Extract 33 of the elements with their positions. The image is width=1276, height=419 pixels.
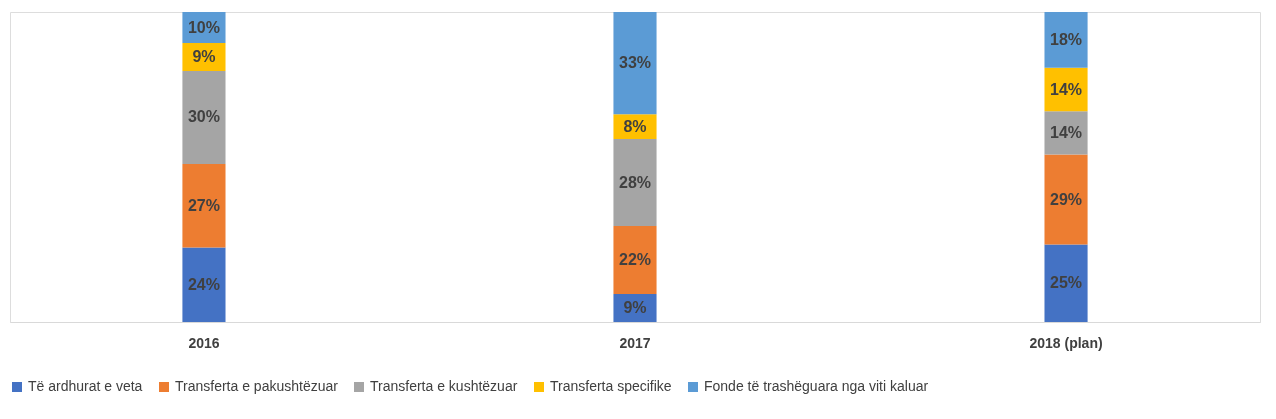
- legend-label: Të ardhurat e veta: [28, 378, 143, 394]
- x-tick-label: 2017: [619, 334, 651, 351]
- data-label: 18%: [1050, 30, 1083, 48]
- data-label: 25%: [1050, 274, 1083, 292]
- data-label: 14%: [1050, 80, 1083, 98]
- legend-label: Transferta e kushtëzuar: [370, 378, 518, 394]
- data-label: 27%: [187, 196, 220, 214]
- bar: [1044, 12, 1088, 68]
- data-label: 9%: [623, 299, 647, 317]
- x-tick-label: 2018 (plan): [1029, 334, 1103, 351]
- data-label: 30%: [187, 108, 220, 126]
- data-label: 29%: [1050, 190, 1083, 208]
- bar: [182, 247, 226, 322]
- legend-label: Transferta specifike: [550, 378, 672, 394]
- data-label: 8%: [623, 117, 647, 135]
- legend-label: Transferta e pakushtëzuar: [175, 378, 339, 394]
- bar: [182, 70, 226, 164]
- bar: [1044, 244, 1088, 322]
- x-tick-label: 2016: [188, 334, 220, 351]
- data-label: 10%: [187, 18, 220, 36]
- data-label: 24%: [187, 275, 220, 293]
- data-label: 9%: [192, 47, 216, 65]
- bar: [613, 225, 657, 295]
- bar: [182, 163, 226, 248]
- data-label: 28%: [618, 173, 652, 191]
- bar: [1044, 111, 1088, 155]
- data-label: 33%: [618, 54, 652, 72]
- bar: [1044, 154, 1088, 245]
- bar: [613, 139, 657, 226]
- bar: [613, 12, 657, 115]
- data-label: 14%: [1050, 123, 1083, 141]
- legend-label: Fonde të trashëguara nga viti kaluar: [704, 378, 929, 394]
- data-label: 22%: [618, 251, 652, 268]
